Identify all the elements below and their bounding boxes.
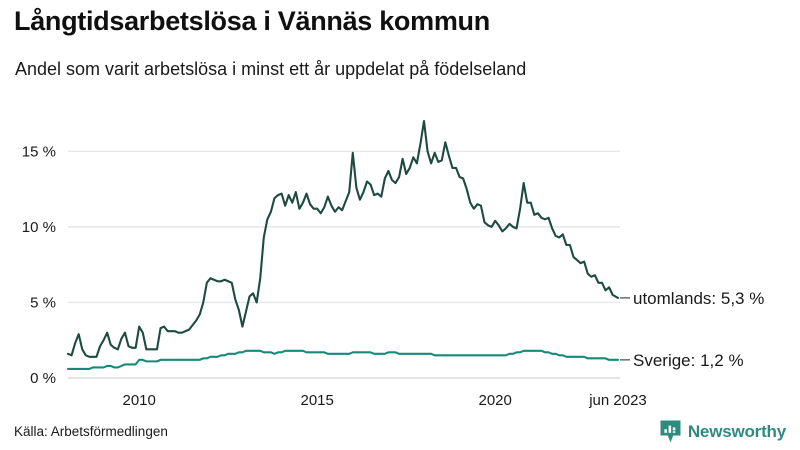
series-line-Sverige [66,349,620,370]
y-axis-tick-label: 0 % [30,370,56,387]
source-note: Källa: Arbetsförmedlingen [14,424,168,439]
series-label-Sverige: Sverige: 1,2 % [633,351,744,370]
y-axis-tick-label: 10 % [22,219,56,236]
gridlines-group [68,150,620,379]
bar-chart-pin-icon [660,420,681,443]
y-axis-tick-label: 5 % [30,294,56,311]
page-title: Långtidsarbetslösa i Vännäs kommun [14,6,490,36]
x-axis-tick-labels: 2010 2015 2020 jun 2023 [123,392,647,409]
x-axis-tick-label: jun 2023 [588,392,647,409]
chart-subtitle: Andel som varit arbetslösa i minst ett å… [15,59,527,79]
newsworthy-brand: Newsworthy [660,420,786,444]
x-axis-tick-label: 2010 [123,392,156,409]
series-inline-labels: utomlands: 5,3 % Sverige: 1,2 % [620,289,764,370]
brand-name: Newsworthy [687,422,786,441]
series-lines-group [66,120,620,370]
y-axis-tick-labels: 0 % 5 % 10 % 15 % [22,143,56,387]
x-axis-tick-label: 2015 [301,392,334,409]
series-label-utomlands: utomlands: 5,3 % [633,289,764,308]
y-axis-tick-label: 15 % [22,143,56,160]
series-line-utomlands [66,120,620,358]
x-axis-tick-label: 2020 [478,392,511,409]
line-chart-plot: 0 % 5 % 10 % 15 % 2010 2015 2020 jun 2023 utom… [22,120,764,409]
